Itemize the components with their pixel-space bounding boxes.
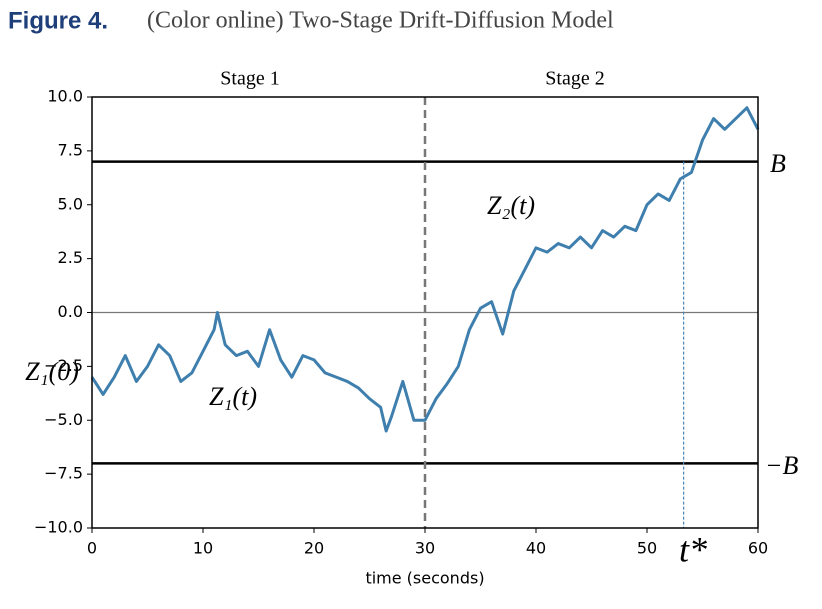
y-tick-label: −7.5 (44, 464, 83, 483)
y-tick-label: 5.0 (58, 194, 83, 213)
annotation: Z₂(t) (487, 191, 535, 220)
x-tick-label: 10 (193, 539, 213, 558)
x-tick-label: 20 (304, 539, 324, 558)
annotation: B (770, 149, 786, 178)
x-tick-label: 50 (637, 539, 657, 558)
annotation: Stage 1 (220, 68, 279, 90)
x-tick-label: 40 (526, 539, 546, 558)
x-tick-label: 0 (87, 539, 97, 558)
caption: (Color online) Two-Stage Drift-Diffusion… (147, 8, 614, 34)
y-tick-label: −5.0 (44, 410, 83, 429)
figure-label: Figure 4. (8, 7, 108, 34)
series-line (90, 106, 760, 433)
x-tick-label: 30 (415, 539, 435, 558)
annotation: t* (679, 529, 707, 569)
y-tick-label: −10.0 (34, 518, 83, 537)
y-tick-label: 0.0 (58, 302, 83, 321)
annotation: Z₁(t) (209, 382, 257, 411)
plot-frame (91, 96, 759, 529)
y-tick-label: −2.5 (44, 356, 83, 375)
y-tick-label: 10.0 (47, 87, 83, 106)
x-axis-label: time (seconds) (365, 569, 484, 588)
y-tick-label: 2.5 (58, 248, 83, 267)
y-tick-label: 7.5 (58, 140, 83, 159)
annotation: −B (765, 451, 799, 480)
annotation: Stage 2 (545, 68, 604, 90)
x-tick-label: 60 (748, 539, 768, 558)
annotation: Z₁(0) (25, 357, 79, 386)
